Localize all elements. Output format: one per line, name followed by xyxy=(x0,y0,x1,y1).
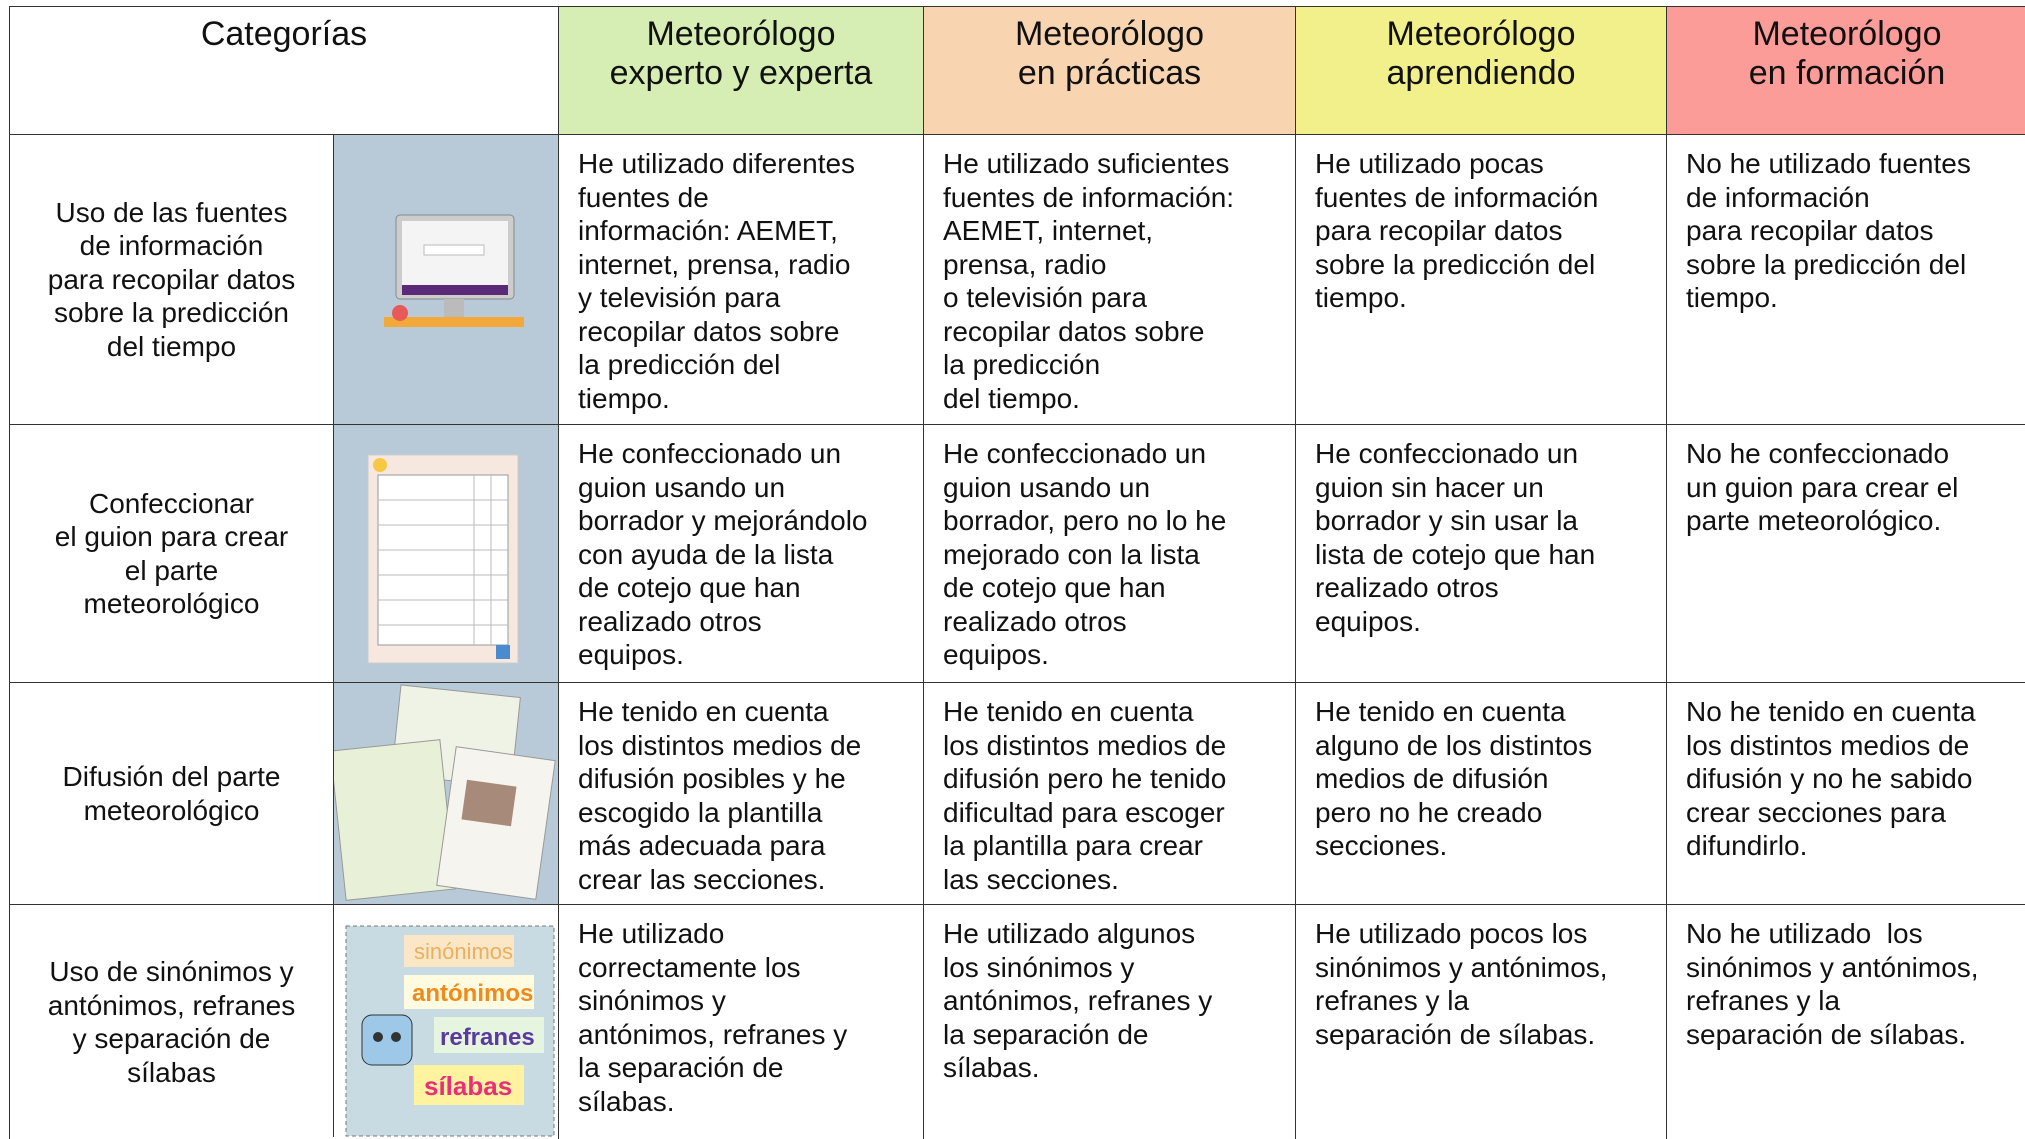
column-header: Meteorólogo en formación xyxy=(1666,6,2025,134)
descriptor: He confeccionado un guion usando un borr… xyxy=(923,424,1295,682)
image-label: refranes xyxy=(440,1024,535,1051)
descriptor: He confeccionado un guion usando un borr… xyxy=(558,424,923,682)
descriptor: He tenido en cuenta los distintos medios… xyxy=(923,682,1295,904)
worksheet-illustration xyxy=(367,454,519,664)
image-cell: sinónimos antónimos refranes sílabas xyxy=(333,904,558,1137)
image-cell xyxy=(333,134,558,424)
column-header: Categorías xyxy=(9,6,558,134)
descriptor: He tenido en cuenta alguno de los distin… xyxy=(1295,682,1666,904)
column-header: Meteorólogo en prácticas xyxy=(923,6,1295,134)
category: Difusión del parte meteorológico xyxy=(9,682,333,904)
category: Uso de las fuentes de información para r… xyxy=(9,134,333,424)
templates-illustration xyxy=(334,684,556,901)
image-cell xyxy=(333,424,558,682)
descriptor: He utilizado pocas fuentes de informació… xyxy=(1295,134,1666,424)
descriptor: He tenido en cuenta los distintos medios… xyxy=(558,682,923,904)
descriptor: He utilizado pocos los sinónimos y antón… xyxy=(1295,904,1666,1139)
descriptor: He utilizado diferentes fuentes de infor… xyxy=(558,134,923,424)
descriptor: No he utilizado los sinónimos y antónimo… xyxy=(1666,904,2025,1139)
computer-illustration xyxy=(384,214,524,327)
descriptor: He utilizado algunos los sinónimos y ant… xyxy=(923,904,1295,1139)
category: Uso de sinónimos y antónimos, refranes y… xyxy=(9,904,333,1139)
descriptor: No he confeccionado un guion para crear … xyxy=(1666,424,2025,682)
image-label: antónimos xyxy=(412,980,533,1007)
column-header: Meteorólogo experto y experta xyxy=(558,6,923,134)
image-label: sílabas xyxy=(424,1071,512,1101)
column-header: Meteorólogo aprendiendo xyxy=(1295,6,1666,134)
descriptor: He utilizado correctamente los sinónimos… xyxy=(558,904,923,1139)
vocabulary-illustration: sinónimos antónimos refranes sílabas xyxy=(345,925,555,1137)
descriptor: No he tenido en cuenta los distintos med… xyxy=(1666,682,2025,904)
category: Confeccionar el guion para crear el part… xyxy=(9,424,333,682)
descriptor: No he utilizado fuentes de información p… xyxy=(1666,134,2025,424)
image-label: sinónimos xyxy=(414,939,513,964)
descriptor: He utilizado suficientes fuentes de info… xyxy=(923,134,1295,424)
image-cell xyxy=(333,682,558,904)
descriptor: He confeccionado un guion sin hacer un b… xyxy=(1295,424,1666,682)
